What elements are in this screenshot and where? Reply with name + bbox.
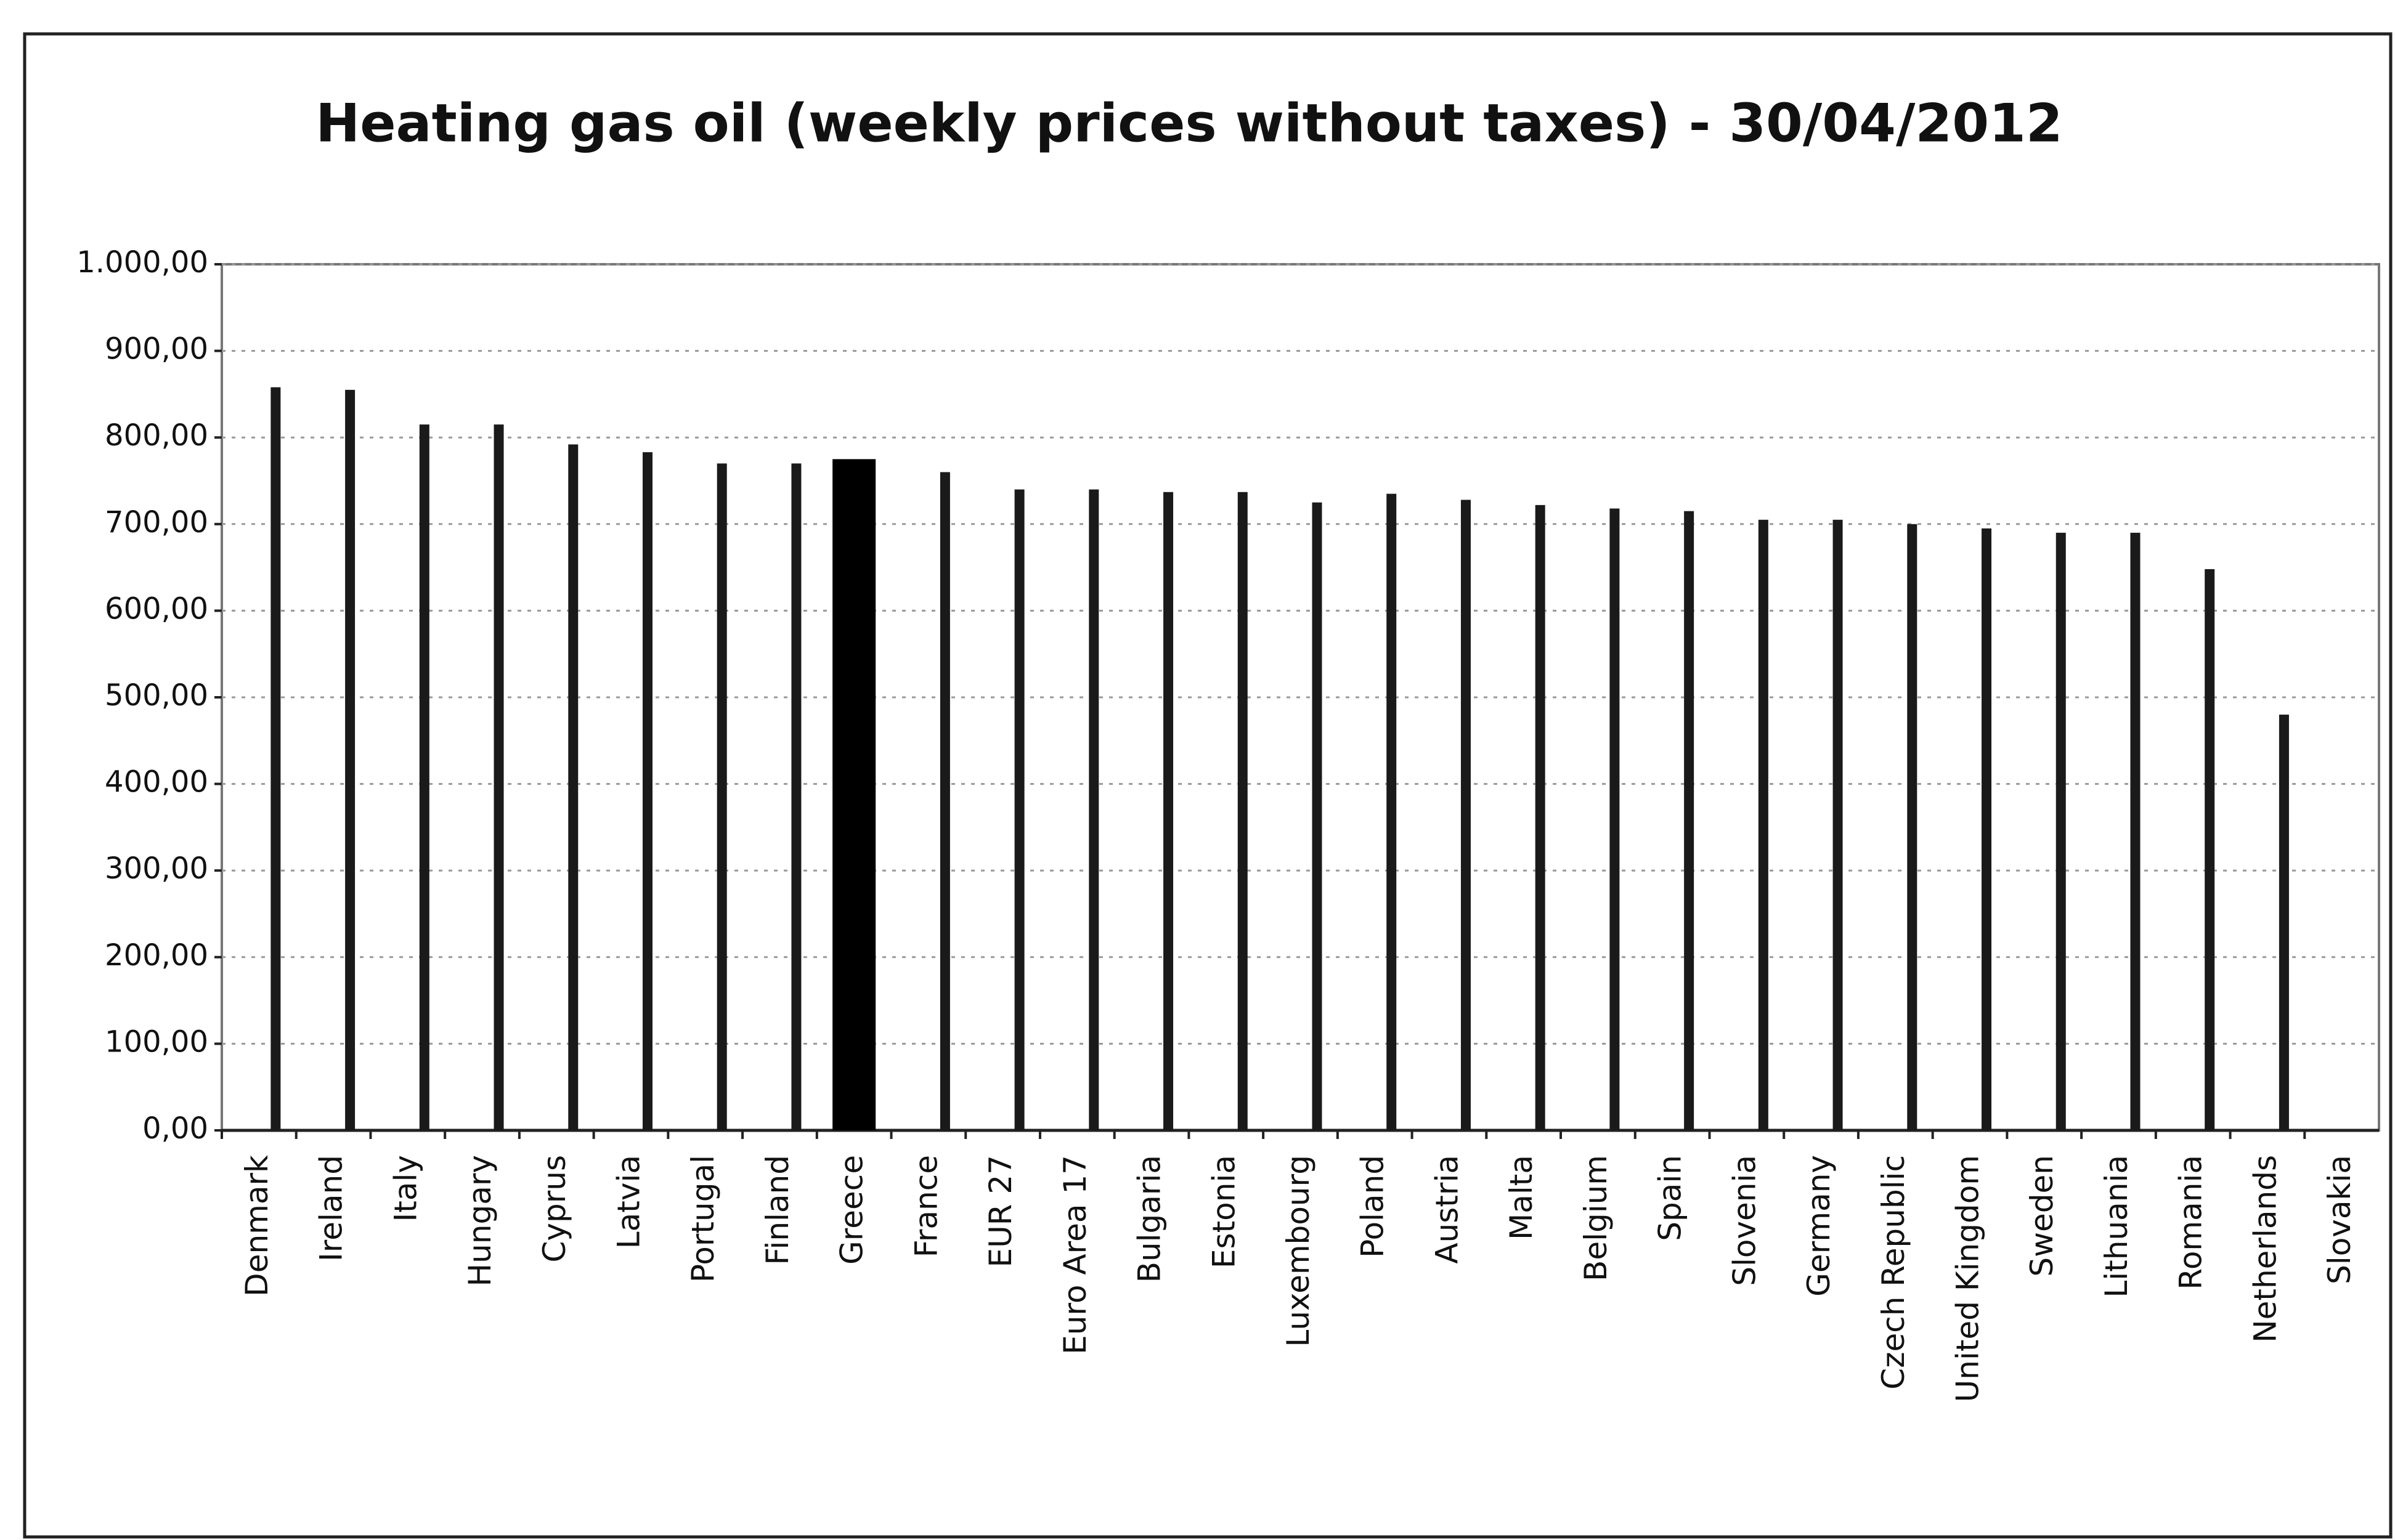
y-tick-label: 0,00: [142, 1111, 208, 1146]
x-tick-label: Romania: [2173, 1155, 2209, 1290]
bar: [1684, 511, 1694, 1130]
x-tick-label: France: [908, 1155, 944, 1257]
x-tick-label: Belgium: [1578, 1155, 1614, 1281]
x-tick-label: Greece: [834, 1155, 870, 1265]
bar: [494, 424, 504, 1130]
x-tick-label: Estonia: [1206, 1155, 1242, 1268]
x-tick-label: Netherlands: [2247, 1155, 2283, 1343]
bar: [1386, 493, 1397, 1130]
bar: [791, 463, 802, 1130]
bar: [1907, 524, 1917, 1130]
bar: [1982, 528, 1992, 1130]
y-tick-label: 1.000,00: [76, 245, 208, 280]
x-tick-label: Germany: [1801, 1155, 1837, 1297]
x-tick-label: Poland: [1355, 1155, 1391, 1258]
bar: [2130, 532, 2141, 1130]
y-tick-label: 600,00: [105, 591, 208, 626]
x-tick-label: Finland: [760, 1155, 795, 1265]
bar: [832, 459, 876, 1130]
x-tick-label: Lithuania: [2099, 1155, 2134, 1298]
bar: [2055, 532, 2066, 1130]
bar: [568, 444, 579, 1130]
x-tick-label: Luxembourg: [1280, 1155, 1316, 1347]
bar: [1460, 500, 1471, 1130]
y-tick-label: 100,00: [105, 1024, 208, 1059]
x-tick-label: Sweden: [2024, 1155, 2060, 1277]
bar: [270, 387, 281, 1130]
bar: [1758, 519, 1768, 1130]
x-tick-label: Bulgaria: [1132, 1155, 1168, 1283]
x-tick-label: United Kingdom: [1950, 1155, 1986, 1402]
x-tick-label: Austria: [1429, 1155, 1465, 1264]
bar: [1014, 489, 1025, 1130]
bar: [717, 463, 727, 1130]
x-tick-label: Ireland: [314, 1155, 349, 1262]
x-tick-label: Spain: [1653, 1155, 1688, 1241]
x-tick-label: Portugal: [685, 1155, 721, 1283]
y-tick-label: 700,00: [105, 505, 208, 540]
bar: [1163, 492, 1174, 1130]
x-tick-label: Latvia: [611, 1155, 646, 1249]
bar: [1535, 505, 1545, 1130]
bar: [419, 424, 429, 1130]
chart-title: Heating gas oil (weekly prices without t…: [315, 92, 2062, 154]
x-tick-label: Malta: [1503, 1155, 1539, 1240]
y-tick-label: 800,00: [105, 418, 208, 453]
bar: [345, 389, 356, 1130]
bar: [2205, 569, 2215, 1130]
x-tick-label: Hungary: [462, 1155, 498, 1287]
bar: [940, 472, 950, 1131]
x-tick-label: EUR 27: [983, 1155, 1019, 1267]
y-tick-label: 900,00: [105, 332, 208, 367]
x-tick-label: Denmark: [239, 1155, 275, 1297]
bar: [1832, 519, 1843, 1130]
x-tick-label: Cyprus: [537, 1155, 572, 1263]
y-tick-label: 400,00: [105, 765, 208, 800]
bar: [1089, 489, 1099, 1130]
x-tick-label: Italy: [388, 1155, 423, 1222]
y-tick-label: 200,00: [105, 938, 208, 973]
x-tick-label: Czech Republic: [1876, 1155, 1911, 1390]
bar: [1237, 492, 1248, 1130]
chart-frame: [23, 32, 2393, 1539]
plot-frame: [221, 263, 2380, 1132]
bar: [642, 452, 653, 1130]
bar: [2279, 715, 2289, 1130]
bar: [1312, 502, 1322, 1130]
x-tick-label: Slovakia: [2322, 1155, 2357, 1284]
x-tick-label: Euro Area 17: [1057, 1155, 1093, 1355]
bar: [1609, 508, 1620, 1130]
y-tick-label: 500,00: [105, 678, 208, 713]
y-tick-label: 300,00: [105, 851, 208, 886]
x-tick-label: Slovenia: [1726, 1155, 1762, 1286]
